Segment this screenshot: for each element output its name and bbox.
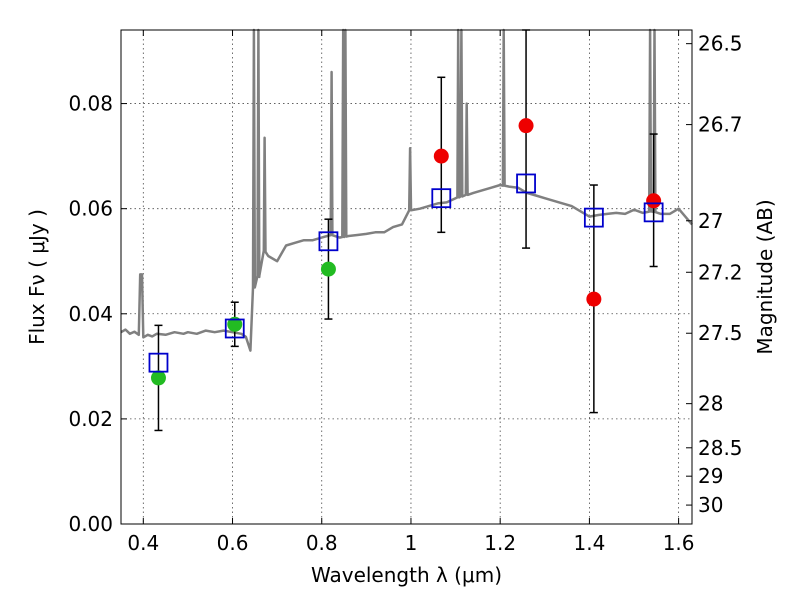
observed-point [150,370,166,386]
observed-point [433,148,449,164]
spectrum-line [120,28,693,352]
observed-point [320,261,336,277]
magnitude-tick-label: 27.2 [698,260,743,284]
y-tick-label: 0.02 [68,407,113,431]
magnitude-tick-label: 27 [698,209,723,233]
model-point [148,352,169,373]
magnitude-tick-label: 28.5 [698,436,743,460]
observed-point [518,118,534,134]
model-point [318,231,339,252]
x-axis-title: Wavelength λ (μm) [311,563,502,587]
observed-point [586,291,602,307]
x-tick-label: 1.6 [663,531,695,555]
x-axis-ticks: 0.4 0.6 0.8 1 1.2 1.4 1.6 [127,30,695,555]
magnitude-tick-label: 26.7 [698,113,743,137]
error-bars [154,29,658,432]
observed-point [227,316,243,332]
y-tick-label: 0.00 [68,512,113,536]
model-point [643,202,664,223]
magnitude-tick-label: 27.5 [698,321,743,345]
model-point [431,188,452,209]
plot-frame [120,29,693,525]
y-tick-label: 0.04 [68,302,113,326]
model-point [516,173,536,194]
observed-points [150,118,662,386]
x-tick-label: 0.8 [306,531,338,555]
x-tick-label: 1.4 [573,531,605,555]
y-axis-title: Flux Fν ( μJy ) [25,209,49,345]
y-tick-label: 0.06 [68,197,113,221]
model-points [148,173,664,373]
observed-point [646,193,662,209]
y-tick-label: 0.08 [68,92,113,116]
x-tick-label: 0.4 [127,531,159,555]
magnitude-tick-label: 26.5 [698,32,743,56]
spectrum-series [120,28,693,352]
magnitude-tick-label: 28 [698,392,723,416]
magnitude-axis-ticks: 26.5 26.7 27 27.2 27.5 28 28.5 29 30 [686,32,743,517]
grid-lines [121,30,692,524]
x-tick-label: 1 [405,531,418,555]
model-point [583,207,604,228]
magnitude-axis-title: Magnitude (AB) [753,199,777,354]
x-tick-label: 0.6 [217,531,249,555]
y-axis-ticks: 0.00 0.02 0.04 0.06 0.08 [68,92,127,536]
model-point [224,318,245,339]
magnitude-tick-label: 30 [698,493,723,517]
x-tick-label: 1.2 [484,531,516,555]
magnitude-tick-label: 29 [698,464,723,488]
